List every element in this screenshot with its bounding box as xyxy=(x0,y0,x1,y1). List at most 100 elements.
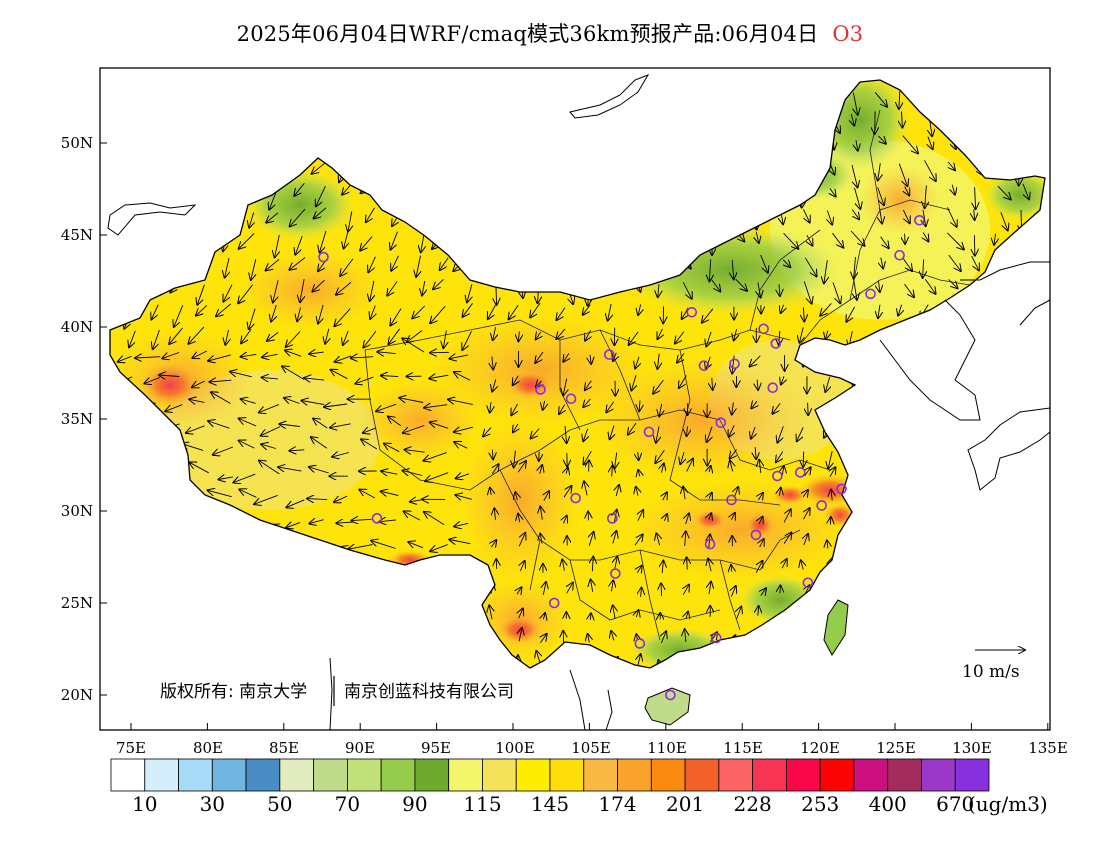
wind-arrow xyxy=(169,327,183,344)
wind-arrow xyxy=(751,401,757,408)
wind-arrow xyxy=(687,557,688,570)
wind-arrow xyxy=(543,582,546,595)
wind-arrow xyxy=(390,308,402,326)
wind-arrow xyxy=(874,92,887,107)
colorbar-label: 201 xyxy=(666,792,704,816)
wind-arrow xyxy=(612,466,613,477)
wind-arrow xyxy=(566,468,568,474)
wind-arrow xyxy=(391,255,399,271)
wind-arrow xyxy=(610,425,614,440)
lon-label-85e: 85E xyxy=(269,739,299,757)
wind-arrow xyxy=(371,541,396,549)
wind-arrow xyxy=(488,304,496,319)
wind-arrow xyxy=(664,514,667,521)
colorbar-unit: (ug/m3) xyxy=(968,792,1048,816)
colorbar-swatch xyxy=(380,758,416,792)
colorbar-label: 10 xyxy=(132,792,157,816)
wind-arrow xyxy=(803,490,808,497)
wind-arrow xyxy=(492,379,496,391)
wind-arrow xyxy=(585,380,592,390)
wind-arrow xyxy=(267,332,279,341)
wind-arrow xyxy=(709,535,710,548)
station-marker xyxy=(715,417,727,428)
wind-arrow xyxy=(239,233,255,249)
station-marker xyxy=(698,360,710,371)
wind-arrow xyxy=(249,308,256,330)
wind-arrow xyxy=(820,303,832,315)
wind-arrow xyxy=(758,282,761,297)
wind-arrow xyxy=(324,404,348,407)
wind-arrow xyxy=(801,560,804,570)
lat-label-25n: 25N xyxy=(61,594,93,612)
colorbar-swatch xyxy=(650,758,686,792)
wind-arrow xyxy=(923,209,926,227)
wind-arrow xyxy=(902,257,912,271)
colorbar xyxy=(110,758,990,792)
wind-arrow xyxy=(613,605,615,619)
hainan-island xyxy=(644,687,691,726)
wind-arrow xyxy=(518,331,519,342)
wind-arrow xyxy=(878,304,880,319)
wind-arrow xyxy=(271,304,276,322)
wind-arrow xyxy=(783,533,791,544)
wind-arrow xyxy=(732,259,734,279)
wind-arrow xyxy=(300,279,304,302)
wind-arrow xyxy=(661,464,664,473)
wind-arrow xyxy=(854,279,857,300)
wind-arrow xyxy=(709,466,711,472)
wind-arrow xyxy=(491,540,496,547)
wind-arrow xyxy=(948,279,958,288)
wind-arrow xyxy=(135,357,161,358)
wind-arrow xyxy=(750,355,761,367)
wind-arrow xyxy=(637,566,642,573)
wind-arrow xyxy=(448,399,473,405)
wind-arrow xyxy=(629,331,639,345)
colorbar-swatch xyxy=(414,758,450,792)
wind-arrow xyxy=(440,257,449,270)
colorbar-swatch xyxy=(178,758,213,792)
wind-arrow xyxy=(685,629,686,642)
wind-arrow xyxy=(757,379,758,390)
wind-arrow xyxy=(614,510,617,524)
wind-arrow xyxy=(636,610,638,617)
wind-arrow xyxy=(294,183,305,196)
wind-arrow xyxy=(635,356,639,369)
wind-arrow xyxy=(314,207,327,219)
colorbar-swatch xyxy=(921,758,956,792)
wind-arrow xyxy=(492,449,493,460)
wind-arrow xyxy=(278,467,302,471)
wind-arrow xyxy=(556,328,566,339)
wind-arrow xyxy=(254,494,278,504)
wind-arrow xyxy=(851,209,859,220)
wind-arrow xyxy=(628,422,637,435)
wind-arrow xyxy=(803,281,811,304)
wind-arrow xyxy=(463,303,473,317)
wind-arrow xyxy=(709,513,712,519)
wind-arrow xyxy=(493,327,496,340)
wind-arrow xyxy=(467,284,472,302)
wind-arrow xyxy=(540,507,542,520)
wind-arrow xyxy=(657,353,659,369)
wind-arrow xyxy=(683,585,689,596)
wind-arrow xyxy=(702,308,714,323)
wind-arrow xyxy=(853,92,857,115)
wind-arrow xyxy=(335,355,352,362)
wind-arrow xyxy=(416,255,420,277)
wind-arrow xyxy=(761,588,766,595)
wind-arrow xyxy=(517,587,522,594)
wind-arrow xyxy=(659,403,662,417)
wind-arrow xyxy=(709,259,710,281)
wind-arrow xyxy=(312,279,325,291)
wind-arrow xyxy=(424,512,445,525)
station-marker xyxy=(686,306,698,318)
wind-arrow xyxy=(118,356,132,362)
wind-arrow xyxy=(758,606,759,616)
wind-arrow xyxy=(592,557,593,572)
wind-arrow xyxy=(856,140,858,151)
wind-arrow xyxy=(430,305,446,323)
station-marker xyxy=(794,467,806,478)
wind-arrow xyxy=(318,304,323,324)
wind-arrow xyxy=(241,354,257,356)
wind-arrow xyxy=(877,187,884,206)
wind-arrow xyxy=(153,329,160,349)
